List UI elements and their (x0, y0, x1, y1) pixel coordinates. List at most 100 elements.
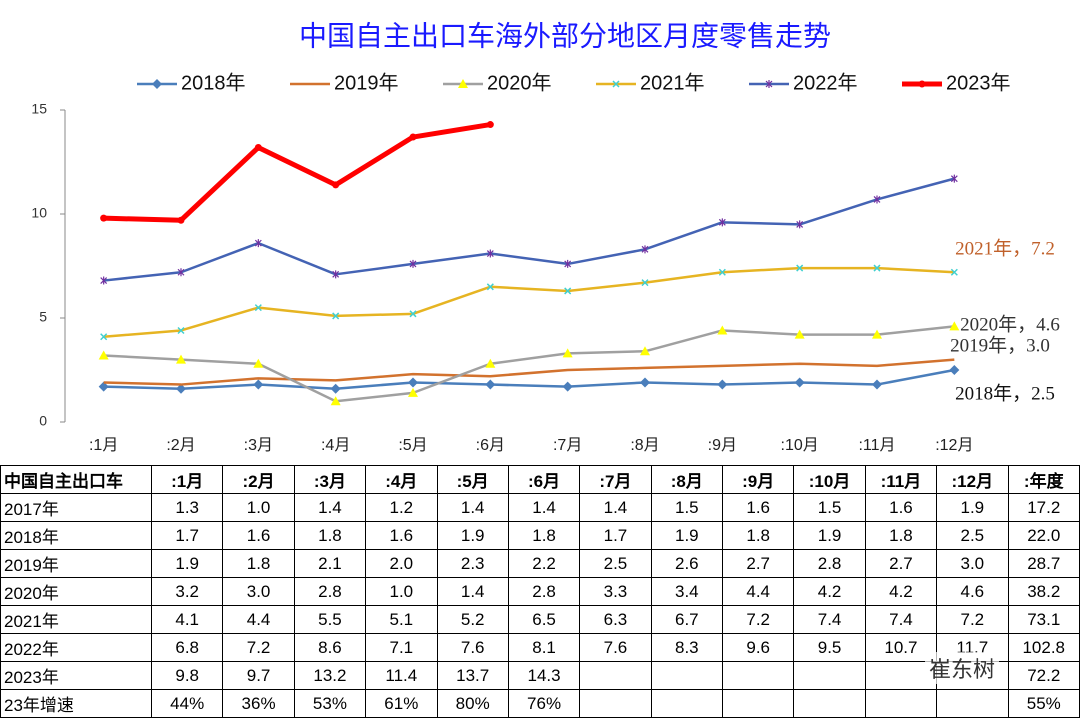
table-cell: 80% (436, 689, 509, 718)
marker (918, 80, 926, 88)
table-row: 2018年 1.7 1.6 1.8 1.6 1.9 1.8 1.7 1.9 1.8 1.9 1.8 2.… (0, 521, 1080, 550)
table-cell: 2.6 (650, 549, 724, 578)
table-cell (936, 689, 1009, 718)
table-cell: 2.7 (864, 549, 938, 578)
table-cell: 11.4 (365, 661, 438, 690)
table-cell: :6月 (507, 465, 581, 494)
marker (950, 268, 958, 276)
table-cell: 1.6 (721, 493, 795, 522)
table-row: 23年增速 44% 36% 53% 61% 80% 76% 55% (0, 689, 1080, 718)
data-label: 2019年，3.0 (950, 334, 1050, 356)
table-cell: 2.3 (436, 549, 509, 578)
table-cell (650, 689, 724, 718)
y-tick-label: 10 (31, 205, 47, 221)
marker (486, 283, 494, 291)
marker (640, 346, 650, 356)
table-cell: 7.6 (579, 633, 652, 662)
marker (949, 321, 960, 331)
marker (486, 121, 494, 129)
chart-title: 中国自主出口车海外部分地区月度零售走势 (299, 20, 831, 51)
marker (872, 329, 882, 339)
marker (485, 358, 496, 368)
marker (872, 379, 882, 390)
table-cell: 4.2 (864, 577, 938, 606)
table-cell: 9.6 (721, 633, 795, 662)
table-cell: 2.2 (507, 549, 581, 578)
x-tick-label: :3月 (244, 437, 273, 454)
table-cell: 38.2 (1007, 577, 1080, 606)
table-cell: 2018年 (0, 521, 152, 550)
table-cell (721, 689, 795, 718)
table-cell: 1.8 (721, 521, 795, 550)
marker (612, 80, 620, 88)
chart: 中国自主出口车海外部分地区月度零售走势 0 5 10 15:1月:2月:3月:4月:5… (31, 20, 1059, 454)
table-cell: :2月 (222, 465, 295, 494)
table-cell: 5.5 (293, 605, 367, 634)
table-cell: 55% (1007, 689, 1080, 718)
marker (562, 348, 573, 358)
data-table: 中国自主出口车:1月:2月:3月:4月:5月:6月:7月:8月:9月:10月:1… (0, 465, 1080, 718)
table-cell: 9.5 (793, 633, 866, 662)
table-cell: 1.9 (793, 521, 866, 550)
marker (949, 365, 960, 375)
table-cell (579, 689, 652, 718)
x-tick-label: :11月 (858, 437, 895, 454)
marker (177, 268, 185, 277)
table-cell: 1.7 (579, 521, 652, 550)
table-cell: 6.7 (650, 605, 724, 634)
table-cell (864, 689, 938, 718)
marker (253, 358, 264, 368)
table-cell: 3.2 (150, 577, 224, 606)
table-cell: 8.3 (650, 633, 724, 662)
table-cell (793, 661, 866, 690)
table-cell: 1.6 (222, 521, 295, 550)
table-cell: 7.1 (365, 633, 438, 662)
y-tick-label: 5 (39, 309, 47, 325)
table-cell: :8月 (650, 465, 724, 494)
table-cell: 1.9 (936, 493, 1009, 522)
x-tick-label: :1月 (89, 437, 118, 454)
table-cell: :10月 (793, 465, 866, 494)
table-row: 2021年 4.1 4.4 5.5 5.1 5.2 6.5 6.3 6.7 7.2 7.4 7.4 7.… (0, 605, 1080, 634)
table-cell: 8.1 (507, 633, 581, 662)
table-cell: 102.8 (1007, 633, 1080, 662)
table-cell: 2.8 (293, 577, 367, 606)
marker (794, 329, 805, 339)
table-cell: 13.2 (293, 661, 367, 690)
marker (408, 387, 418, 397)
table-cell: 4.1 (150, 605, 224, 634)
marker (409, 133, 417, 141)
table-cell: 1.7 (150, 521, 224, 550)
series-line (103, 358, 955, 386)
marker (873, 195, 881, 204)
marker (100, 214, 108, 222)
y-tick-label: 0 (39, 413, 47, 429)
table-cell: 7.2 (936, 605, 1009, 634)
table-cell: 8.6 (293, 633, 367, 662)
table-cell: 3.0 (222, 577, 295, 606)
table-cell: 5.1 (365, 605, 438, 634)
table-cell: 2.0 (365, 549, 438, 578)
table-cell: 1.0 (222, 493, 295, 522)
marker (176, 354, 186, 364)
table-cell: 1.5 (650, 493, 724, 522)
table-cell: 4.2 (793, 577, 866, 606)
marker (485, 379, 496, 390)
table-cell: 72.2 (1007, 661, 1080, 690)
marker (718, 268, 726, 276)
series-line (103, 325, 955, 403)
marker (950, 174, 958, 183)
marker (253, 379, 264, 390)
marker (254, 304, 262, 312)
table-cell (721, 661, 795, 690)
table-cell: 2.1 (293, 549, 367, 578)
table-cell: :9月 (721, 465, 795, 494)
x-tick-label: :12月 (935, 437, 973, 454)
marker (332, 270, 340, 279)
table-cell (793, 689, 866, 718)
marker (794, 377, 805, 388)
marker (254, 239, 262, 248)
marker (564, 287, 572, 295)
table-cell: 14.3 (507, 661, 581, 690)
